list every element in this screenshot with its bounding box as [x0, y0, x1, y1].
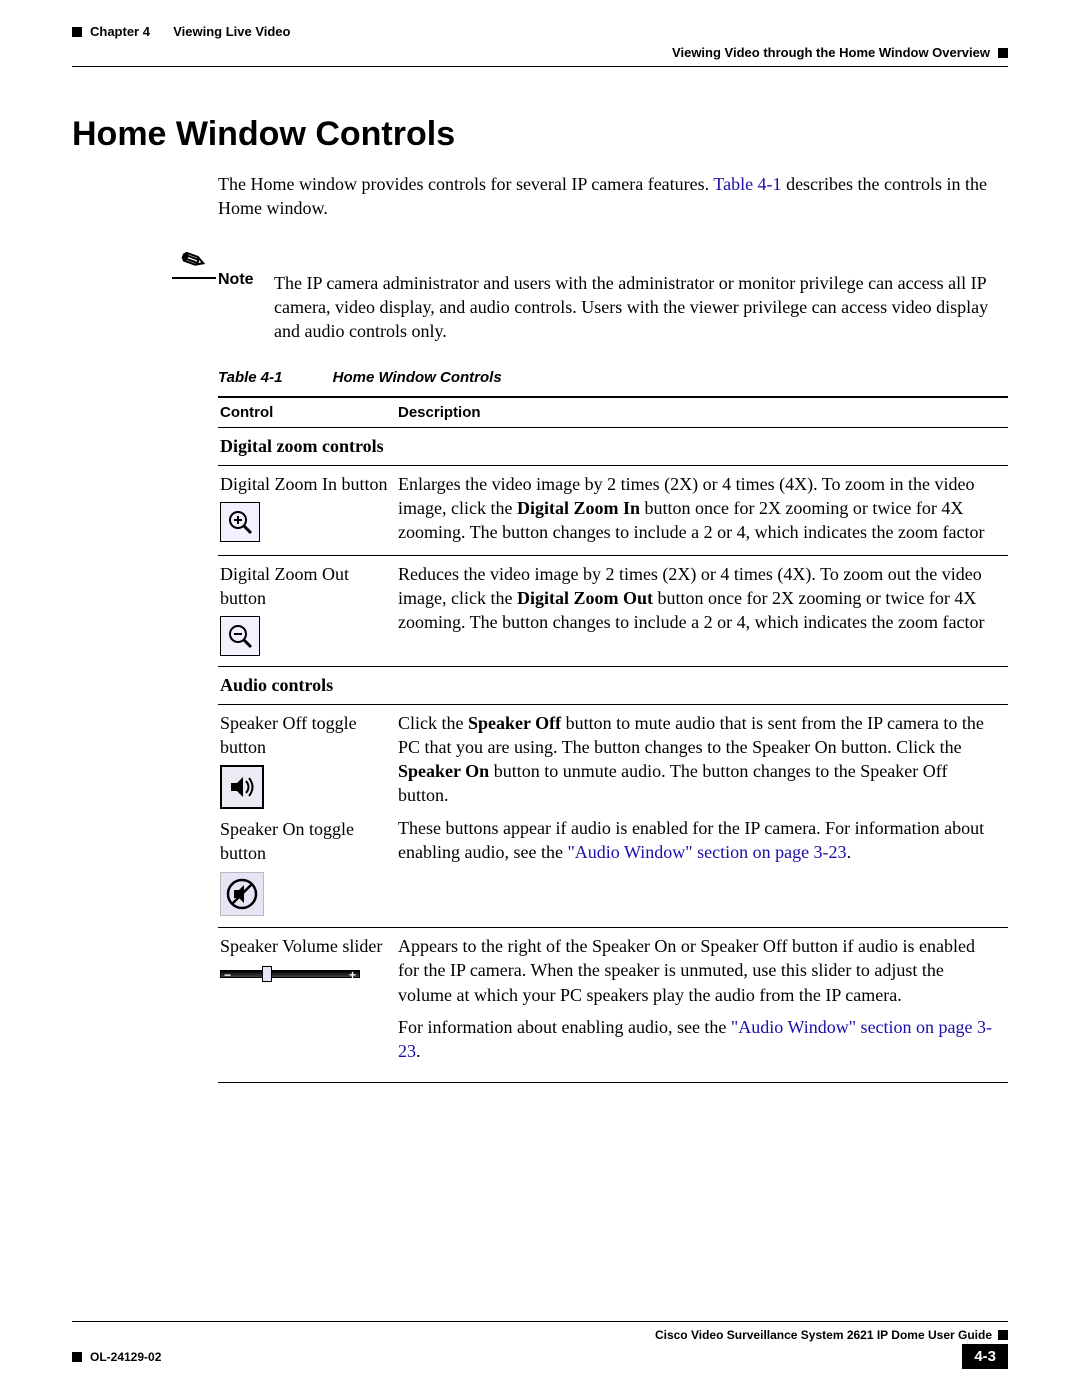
page-header: Chapter 4 Viewing Live Video: [72, 24, 1008, 39]
zoom-out-desc: Reduces the video image by 2 times (2X) …: [396, 555, 1008, 667]
zoom-in-desc: Enlarges the video image by 2 times (2X)…: [396, 465, 1008, 555]
zoom-out-icon: [220, 616, 260, 656]
audio-window-link[interactable]: "Audio Window" section on page 3-23: [567, 842, 846, 862]
page-subheader: Viewing Video through the Home Window Ov…: [72, 45, 1008, 60]
zoom-in-icon: [220, 502, 260, 542]
col-control: Control: [218, 397, 396, 428]
note-label: Note: [218, 247, 274, 344]
footer-guide-title: Cisco Video Surveillance System 2621 IP …: [655, 1328, 992, 1342]
section-audio-header: Audio controls: [218, 667, 1008, 704]
chapter-label: Chapter 4: [90, 24, 150, 39]
intro-text: The Home window provides controls for se…: [218, 174, 713, 194]
col-description: Description: [396, 397, 1008, 428]
header-square-icon: [998, 48, 1008, 58]
chapter-title-right: Viewing Video through the Home Window Ov…: [672, 45, 990, 60]
footer-square-icon: [998, 1330, 1008, 1340]
table-ref-link[interactable]: Table 4-1: [713, 174, 781, 194]
controls-table: Control Description Digital zoom control…: [218, 396, 1008, 1082]
header-rule: [72, 66, 1008, 67]
header-square-icon: [72, 27, 82, 37]
speaker-desc: Click the Speaker Off button to mute aud…: [396, 704, 1008, 927]
volume-slider-icon: − +: [220, 964, 360, 984]
speaker-off-label: Speaker Off toggle button: [220, 711, 388, 760]
chapter-title-left: Viewing Live Video: [173, 24, 290, 39]
speaker-on-icon: [220, 872, 264, 916]
volume-desc: Appears to the right of the Speaker On o…: [396, 928, 1008, 1082]
zoom-in-label: Digital Zoom In button: [220, 472, 388, 496]
section-zoom-header: Digital zoom controls: [218, 428, 1008, 465]
note-icon-col: ✎: [170, 247, 218, 344]
intro-paragraph: The Home window provides controls for se…: [218, 172, 1008, 221]
page-footer: Cisco Video Surveillance System 2621 IP …: [72, 1321, 1008, 1369]
note-text: The IP camera administrator and users wi…: [274, 247, 1008, 344]
table-caption-label: Table 4-1: [218, 369, 282, 386]
section-heading: Home Window Controls: [72, 115, 1008, 154]
speaker-off-icon: [220, 765, 264, 809]
zoom-out-label: Digital Zoom Out button: [220, 562, 388, 611]
footer-doc-id: OL-24129-02: [90, 1350, 161, 1364]
table-caption-title: Home Window Controls: [333, 369, 502, 386]
footer-square-icon: [72, 1352, 82, 1362]
page-number-badge: 4-3: [962, 1344, 1008, 1369]
table-caption: Table 4-1 Home Window Controls: [218, 369, 1008, 386]
pencil-icon: ✎: [177, 243, 210, 278]
volume-slider-label: Speaker Volume slider: [220, 934, 388, 958]
speaker-on-label: Speaker On toggle button: [220, 817, 388, 866]
